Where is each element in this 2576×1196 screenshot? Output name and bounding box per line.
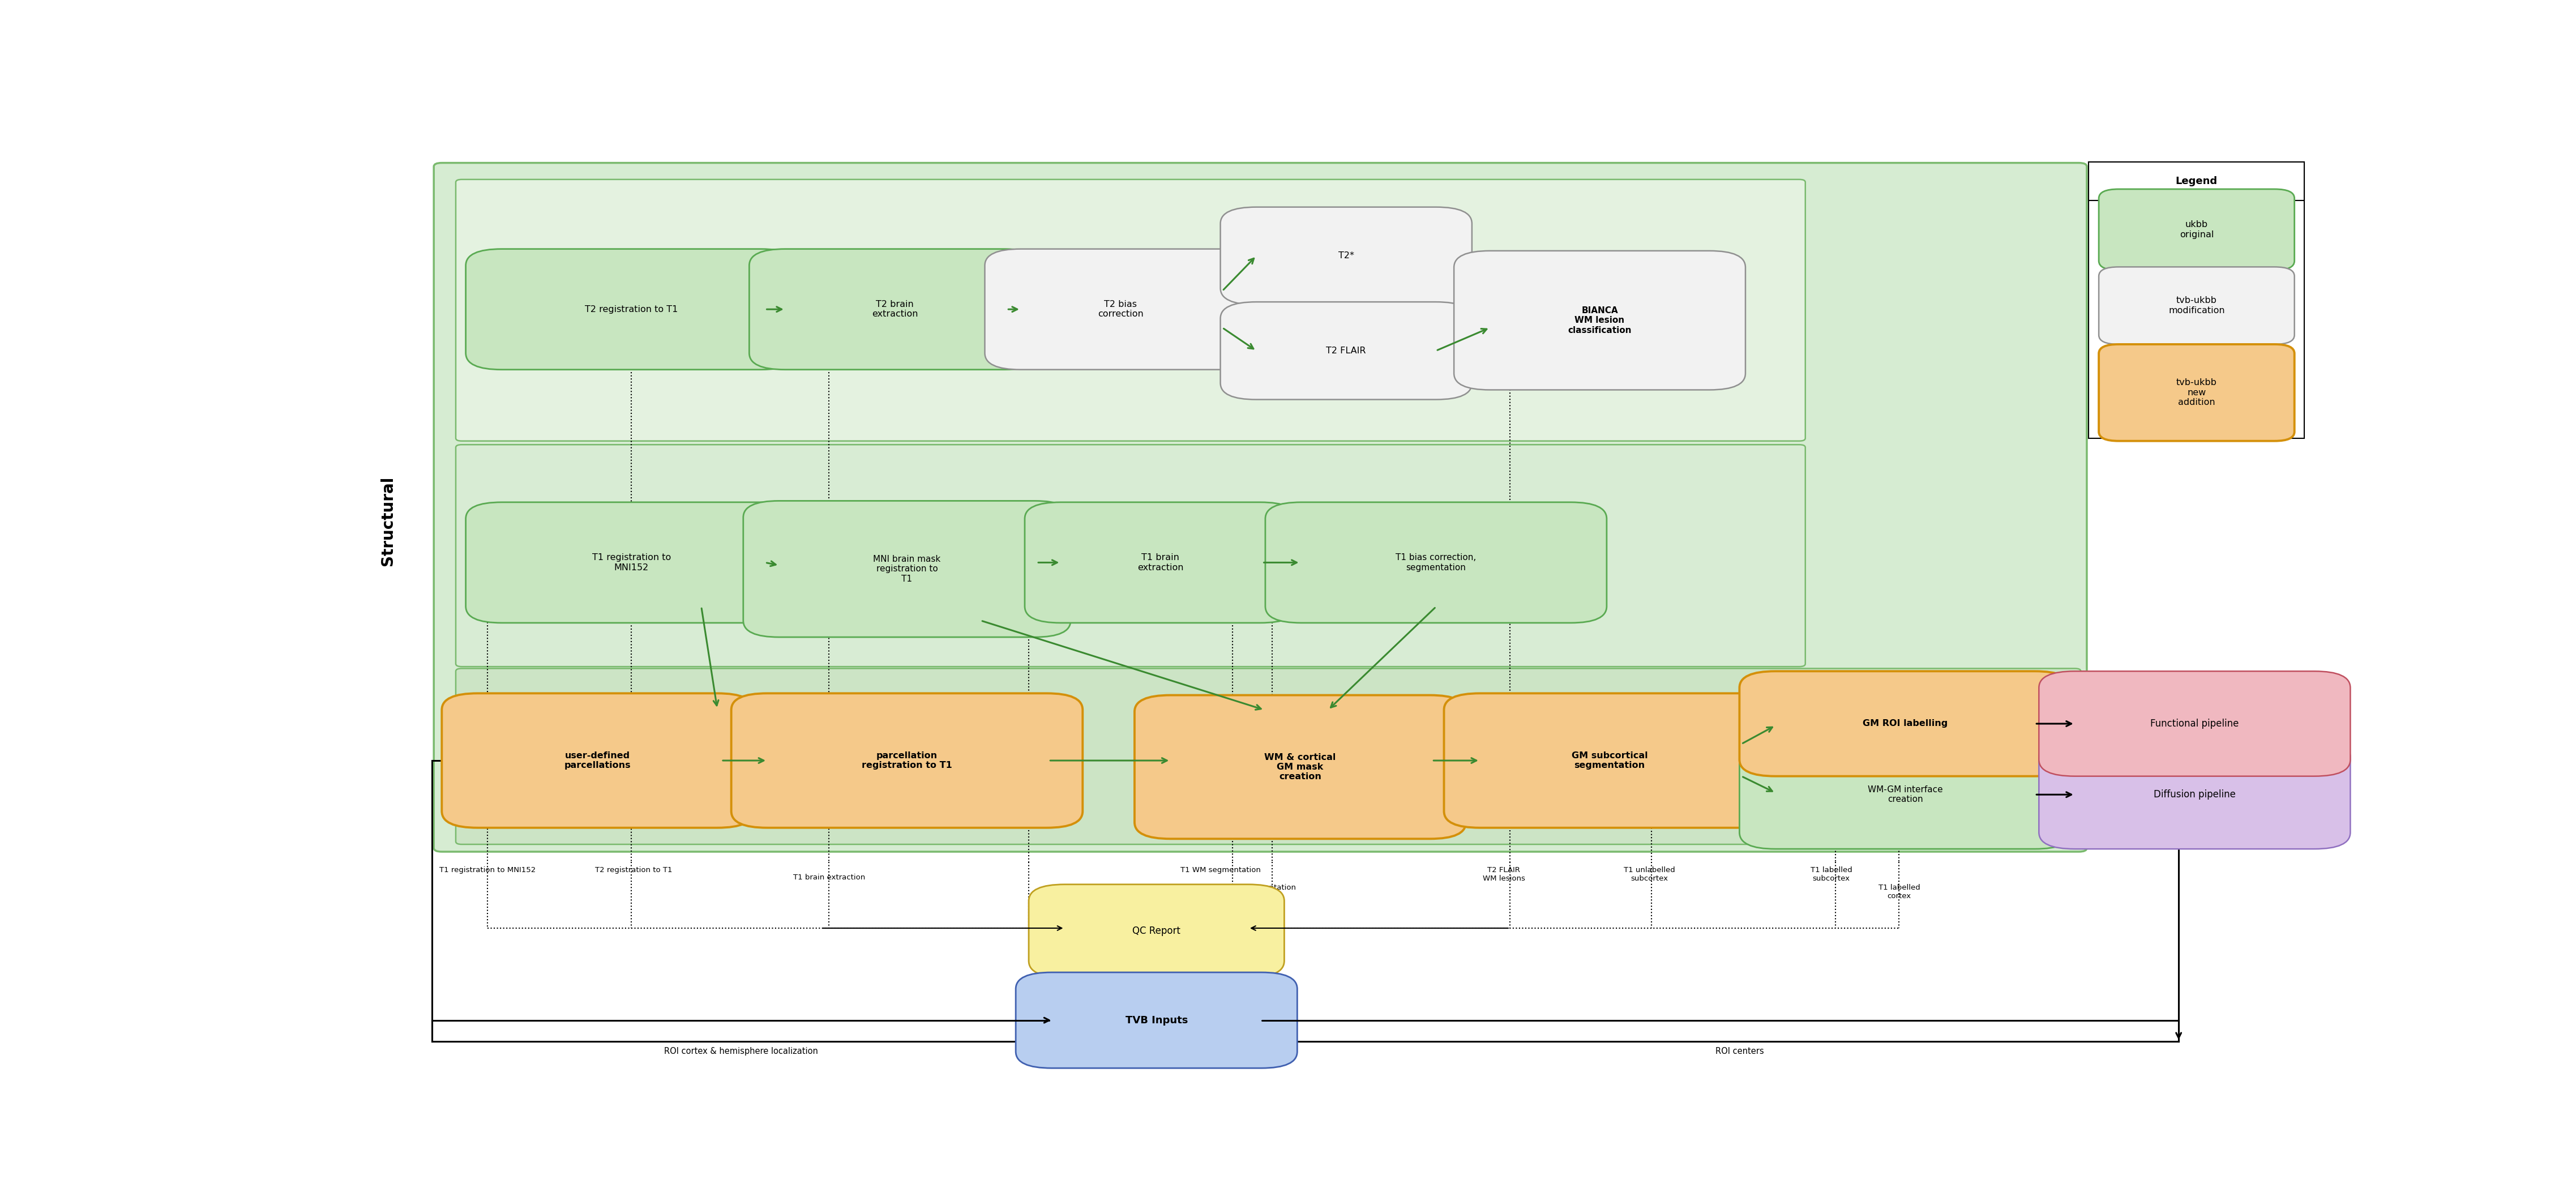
Text: Legend: Legend [2177, 176, 2218, 187]
FancyBboxPatch shape [1221, 301, 1471, 399]
FancyBboxPatch shape [466, 249, 796, 370]
Text: user-defined
parcellations: user-defined parcellations [564, 751, 631, 770]
FancyBboxPatch shape [1133, 695, 1466, 838]
FancyBboxPatch shape [732, 694, 1082, 828]
FancyBboxPatch shape [2099, 189, 2295, 270]
Text: QC Report: QC Report [1133, 926, 1180, 936]
FancyBboxPatch shape [2099, 267, 2295, 344]
FancyBboxPatch shape [2038, 671, 2349, 776]
Text: ukbb
original: ukbb original [2179, 220, 2213, 239]
Text: MNI brain mask
registration to
T1: MNI brain mask registration to T1 [873, 555, 940, 584]
FancyBboxPatch shape [466, 502, 796, 623]
Text: T2 FLAIR
WM lesions: T2 FLAIR WM lesions [1484, 866, 1525, 883]
Text: tvb-ukbb
new
addition: tvb-ukbb new addition [2177, 378, 2218, 407]
Text: WM & cortical
GM mask
creation: WM & cortical GM mask creation [1265, 753, 1337, 781]
FancyBboxPatch shape [2099, 344, 2295, 441]
Text: Diffusion pipeline: Diffusion pipeline [2154, 789, 2236, 800]
FancyBboxPatch shape [456, 179, 1806, 441]
Text: T1 unlabelled
subcortex: T1 unlabelled subcortex [1623, 866, 1674, 883]
FancyBboxPatch shape [456, 669, 2081, 844]
FancyBboxPatch shape [744, 501, 1072, 637]
FancyBboxPatch shape [984, 249, 1257, 370]
FancyBboxPatch shape [1453, 251, 1747, 390]
Text: T1 registration to MNI152: T1 registration to MNI152 [440, 866, 536, 874]
Text: T1 labelled
cortex: T1 labelled cortex [1878, 884, 1919, 899]
Text: ROI centers: ROI centers [1716, 1048, 1765, 1056]
Text: WM-GM interface
creation: WM-GM interface creation [1868, 786, 1942, 804]
FancyBboxPatch shape [2038, 740, 2349, 849]
Text: ROI cortex & hemisphere localization: ROI cortex & hemisphere localization [665, 1048, 819, 1056]
Text: T2 registration to T1: T2 registration to T1 [595, 866, 672, 874]
Text: T2 bias
correction: T2 bias correction [1097, 300, 1144, 318]
FancyBboxPatch shape [2089, 161, 2306, 201]
Text: GM subcortical
segmentation: GM subcortical segmentation [1571, 751, 1649, 770]
FancyBboxPatch shape [2089, 161, 2306, 438]
FancyBboxPatch shape [1445, 694, 1775, 828]
Text: T2 FLAIR: T2 FLAIR [1327, 347, 1365, 355]
FancyBboxPatch shape [1265, 502, 1607, 623]
FancyBboxPatch shape [433, 163, 2087, 852]
FancyBboxPatch shape [1221, 207, 1471, 305]
Text: T1 brain extraction: T1 brain extraction [793, 874, 866, 881]
Text: GM ROI labelling: GM ROI labelling [1862, 720, 1947, 728]
Text: Structural: Structural [379, 476, 397, 566]
Text: T2 registration to T1: T2 registration to T1 [585, 305, 677, 313]
Text: parcellation
registration to T1: parcellation registration to T1 [863, 751, 953, 770]
FancyBboxPatch shape [456, 445, 1806, 666]
Text: T2*: T2* [1340, 251, 1355, 260]
Text: T1 GM segmentation: T1 GM segmentation [1216, 884, 1296, 891]
FancyBboxPatch shape [1015, 972, 1298, 1068]
Text: T1 WM segmentation: T1 WM segmentation [1180, 866, 1260, 874]
Text: T2 brain
extraction: T2 brain extraction [871, 300, 917, 318]
Text: TVB Inputs: TVB Inputs [1126, 1015, 1188, 1025]
FancyBboxPatch shape [1739, 671, 2071, 776]
FancyBboxPatch shape [443, 694, 752, 828]
Text: T1 labelled
subcortex: T1 labelled subcortex [1811, 866, 1852, 883]
Text: Functional pipeline: Functional pipeline [2151, 719, 2239, 728]
Text: T1 brain
extraction: T1 brain extraction [1139, 554, 1182, 572]
Text: tvb-ukbb
modification: tvb-ukbb modification [2169, 297, 2226, 315]
Text: T1 bias correction,
segmentation: T1 bias correction, segmentation [1396, 554, 1476, 572]
FancyBboxPatch shape [1739, 740, 2071, 849]
Text: T1 registration to
MNI152: T1 registration to MNI152 [592, 554, 670, 572]
FancyBboxPatch shape [750, 249, 1041, 370]
Text: BIANCA
WM lesion
classification: BIANCA WM lesion classification [1569, 306, 1631, 335]
FancyBboxPatch shape [1025, 502, 1296, 623]
FancyBboxPatch shape [1028, 884, 1285, 977]
